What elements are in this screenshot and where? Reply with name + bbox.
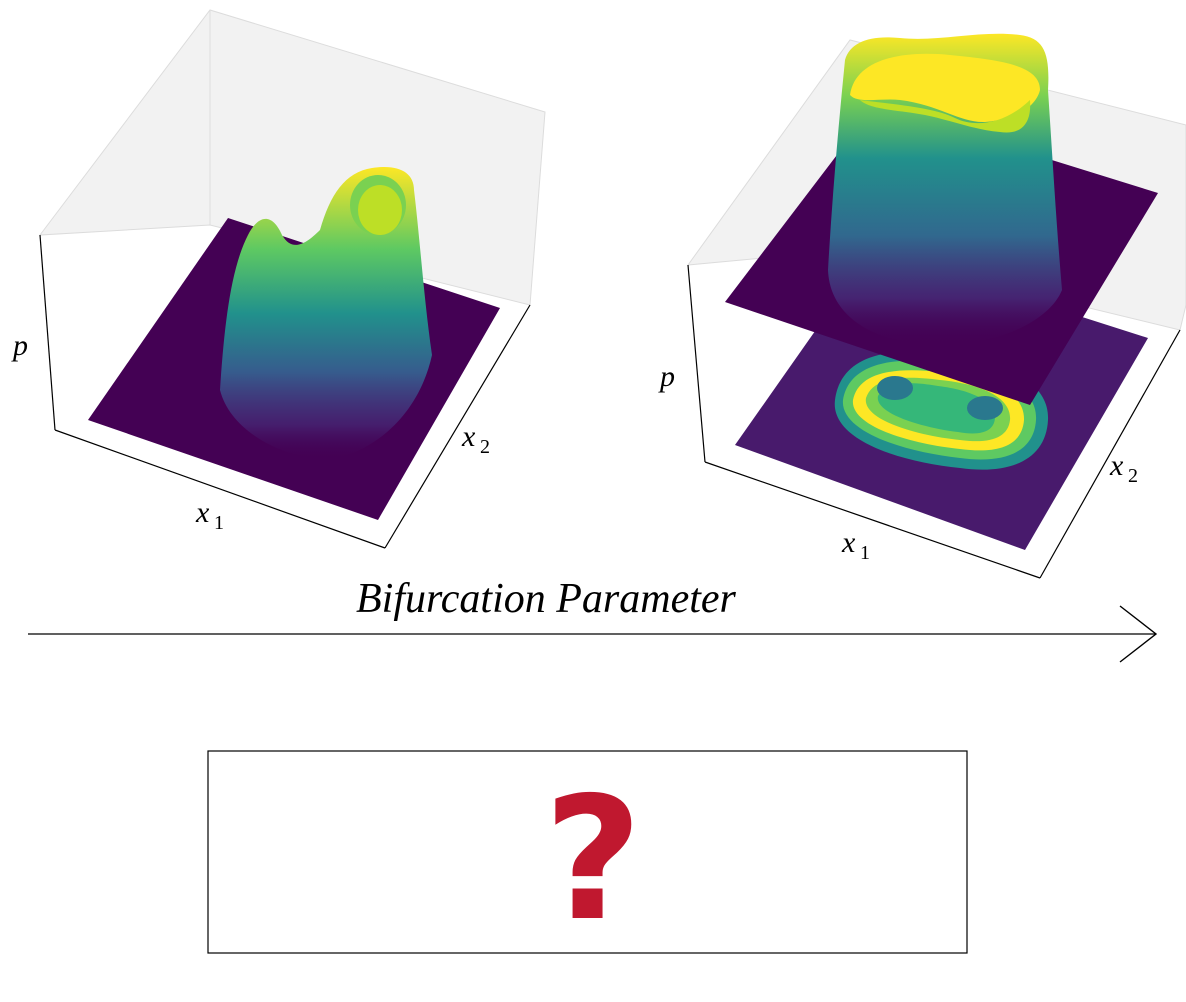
- unknown-box-frame: [207, 750, 968, 954]
- svg-text:1: 1: [860, 542, 870, 564]
- question-mark-icon: ?: [544, 761, 643, 959]
- right-contour-blob: [834, 352, 1049, 470]
- svg-text:2: 2: [480, 436, 490, 458]
- unknown-outcome-box: ?: [207, 750, 968, 959]
- left-x2-axis: [384, 304, 531, 549]
- right-x2-label: x 2: [1109, 449, 1138, 487]
- svg-text:x: x: [461, 420, 476, 453]
- right-z-axis: [687, 264, 706, 463]
- right-z-label: p: [658, 360, 675, 393]
- svg-text:x: x: [195, 496, 210, 529]
- left-x1-label: x 1: [195, 496, 224, 534]
- right-surface-plot: p x 1 x 2: [658, 33, 1186, 579]
- svg-text:1: 1: [214, 512, 224, 534]
- left-x1-axis: [54, 429, 386, 549]
- svg-text:x: x: [841, 526, 856, 559]
- right-x2-axis: [1039, 329, 1181, 579]
- bifurcation-parameter-label: Bifurcation Parameter: [356, 576, 737, 622]
- right-peak-rim: [850, 53, 1040, 123]
- right-x1-label: x 1: [841, 526, 870, 564]
- bifurcation-arrow: Bifurcation Parameter: [28, 576, 1158, 663]
- svg-text:x: x: [1109, 449, 1124, 482]
- left-surface-plot: p x 1 x 2: [11, 9, 546, 549]
- left-z-axis: [39, 234, 56, 431]
- left-peak-surface: [220, 166, 432, 460]
- left-x2-label: x 2: [461, 420, 490, 458]
- right-x1-axis: [704, 461, 1041, 579]
- left-back-wall: [38, 9, 546, 306]
- left-z-label: p: [11, 329, 28, 362]
- svg-text:2: 2: [1128, 465, 1138, 487]
